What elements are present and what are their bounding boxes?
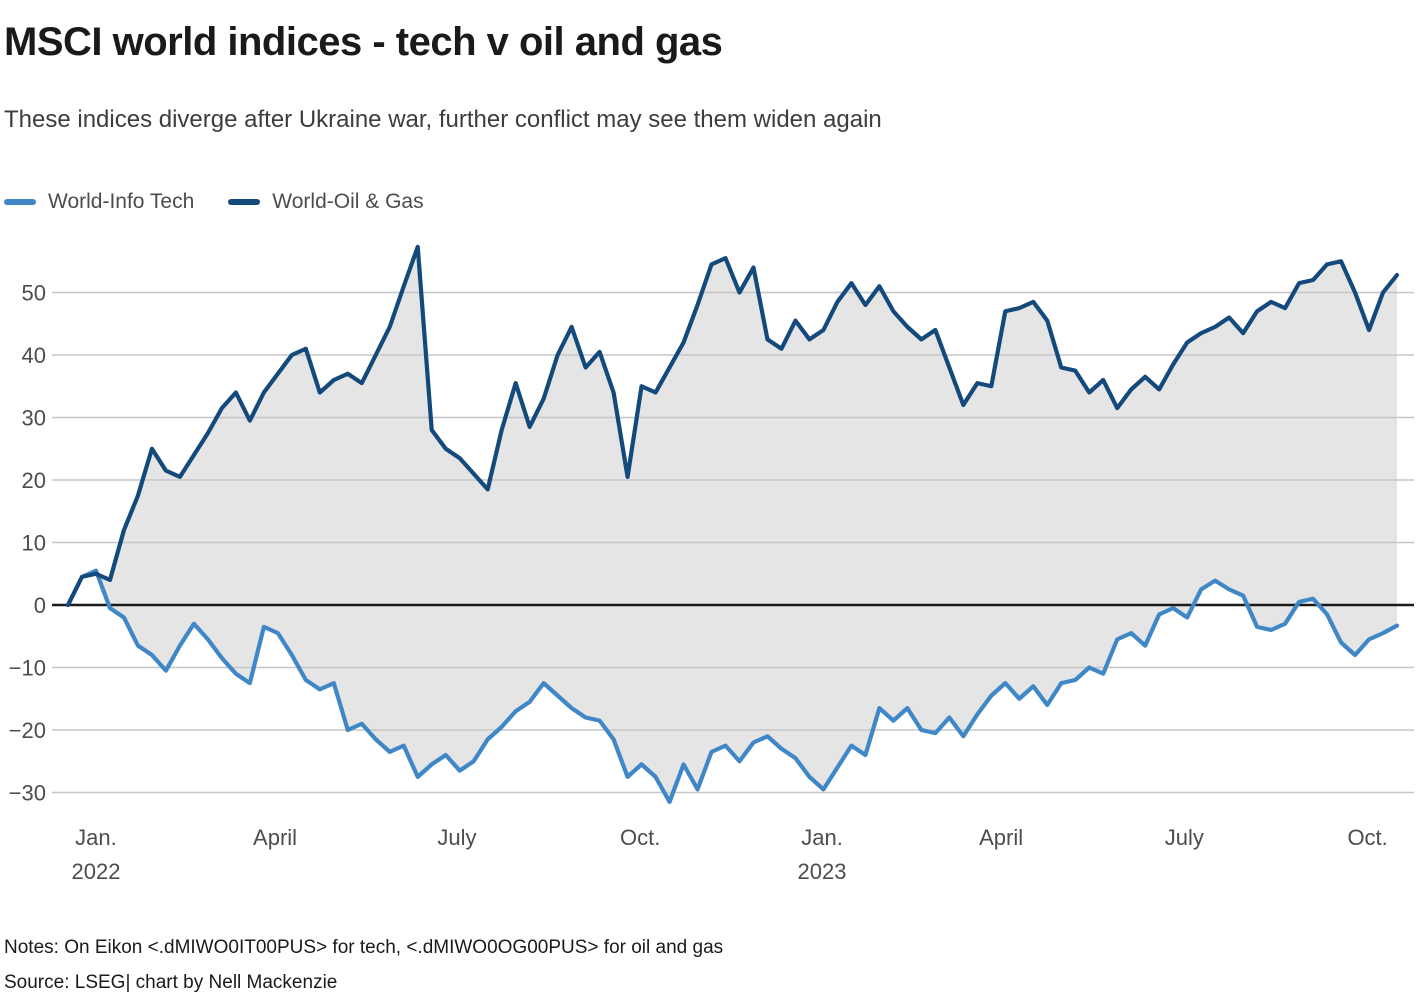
legend-swatch-tech xyxy=(4,199,36,205)
notes-line: Notes: On Eikon <.dMIWO0IT00PUS> for tec… xyxy=(4,937,724,958)
y-tick-label--20: −20 xyxy=(9,718,46,743)
y-tick-label-30: 30 xyxy=(22,406,46,431)
series-line-world-oil-gas xyxy=(65,244,1400,608)
legend: World-Info Tech World-Oil & Gas xyxy=(4,190,424,214)
chart-subtitle: These indices diverge after Ukraine war,… xyxy=(4,106,882,133)
y-tick-label-10: 10 xyxy=(22,531,46,556)
page-title: MSCI world indices - tech v oil and gas xyxy=(4,20,723,64)
x-tick-year-label: 2022 xyxy=(72,859,121,884)
x-tick-year-label: 2023 xyxy=(798,859,847,884)
x-tick-label: April xyxy=(253,825,297,850)
x-tick-label: July xyxy=(437,825,476,850)
x-tick-label: Jan. xyxy=(75,825,117,850)
y-tick-label-50: 50 xyxy=(22,281,46,306)
x-tick-label: July xyxy=(1165,825,1204,850)
legend-label-oil-gas: World-Oil & Gas xyxy=(272,190,424,213)
legend-item-world-info-tech: World-Info Tech xyxy=(4,190,194,214)
x-tick-label: Oct. xyxy=(620,825,660,850)
legend-label-tech: World-Info Tech xyxy=(48,190,195,213)
x-tick-label: Oct. xyxy=(1347,825,1387,850)
footer: Notes: On Eikon <.dMIWO0IT00PUS> for tec… xyxy=(4,930,723,1000)
y-tick-label--10: −10 xyxy=(9,656,46,681)
y-tick-label--30: −30 xyxy=(9,781,46,806)
series-line-world-info-tech xyxy=(65,568,1400,804)
x-tick-label: April xyxy=(979,825,1023,850)
source-line: Source: LSEG| chart by Nell Mackenzie xyxy=(4,972,338,993)
legend-item-world-oil-gas: World-Oil & Gas xyxy=(228,190,424,214)
y-tick-label-20: 20 xyxy=(22,468,46,493)
x-tick-label: Jan. xyxy=(801,825,843,850)
legend-swatch-oil-gas xyxy=(228,199,261,205)
y-tick-label-0: 0 xyxy=(34,593,46,618)
fill-between-series xyxy=(68,246,1397,802)
y-tick-label-40: 40 xyxy=(22,343,46,368)
